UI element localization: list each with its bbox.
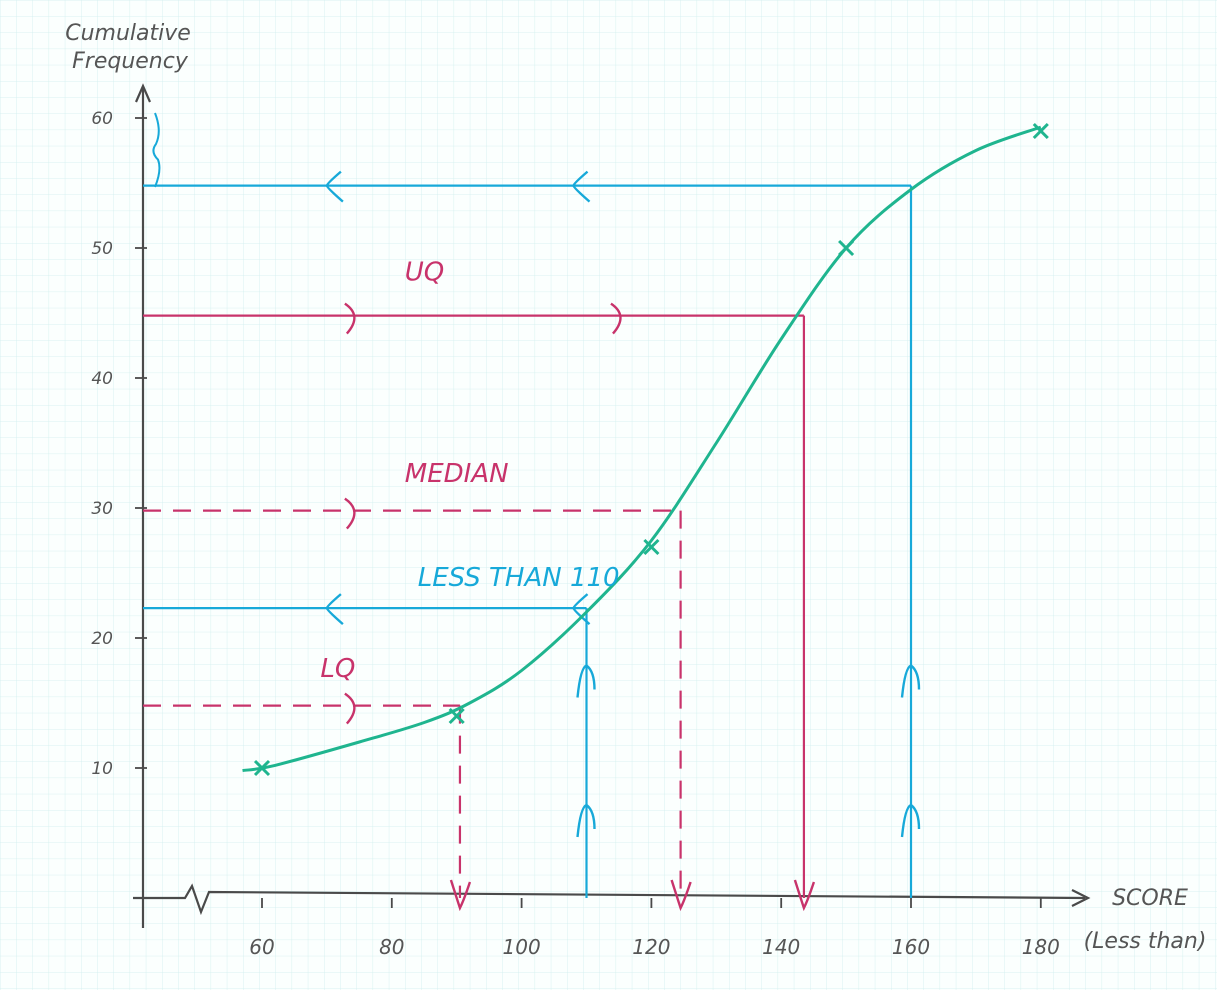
y-axis-title: Frequency (72, 49, 189, 74)
bracket-icon (152, 112, 161, 188)
x-axis-title: SCORE (1112, 886, 1188, 911)
arrow-left (325, 170, 344, 203)
data-point-cross (253, 759, 271, 777)
data-point-cross (643, 538, 660, 556)
x-axis-title: (Less than) (1084, 929, 1207, 954)
arrow-up (900, 664, 921, 698)
y-axis-arrowhead (134, 83, 152, 103)
x-tick-label: 180 (1022, 935, 1060, 959)
data-point (253, 759, 271, 777)
arrow-right (344, 302, 356, 335)
x-axis-arrowhead (1071, 889, 1091, 907)
data-point (838, 239, 855, 257)
x-tick-label: 120 (632, 935, 670, 959)
x-tick-label: 60 (249, 935, 274, 959)
arrow-right (344, 692, 356, 725)
data-point-cross (1032, 122, 1049, 140)
arrow-down (793, 879, 816, 912)
x-tick-label: 100 (503, 935, 541, 959)
arrow-right (610, 302, 622, 335)
y-tick-label: 40 (91, 369, 113, 389)
y-axis-title: Cumulative (65, 21, 191, 46)
x-tick-label: 160 (892, 935, 930, 959)
arrow-down (449, 879, 472, 912)
data-point (1032, 122, 1049, 140)
data-point (448, 707, 465, 725)
arrow-left (572, 170, 591, 203)
annotation-label-lq: LQ (320, 654, 355, 684)
x-tick-label: 140 (762, 935, 800, 959)
arrow-up (900, 803, 921, 838)
data-point (643, 538, 660, 556)
y-tick-label: 20 (91, 629, 113, 649)
data-point-cross (838, 239, 855, 257)
annotation-label-uq: UQ (405, 258, 445, 288)
arrow-down (670, 879, 692, 912)
data-point-cross (448, 707, 465, 725)
x-axis (133, 883, 1086, 916)
arrow-left (325, 593, 344, 626)
y-tick-label: 60 (91, 109, 113, 129)
x-tick-label: 80 (379, 935, 404, 959)
y-tick-label: 10 (91, 759, 113, 779)
annotation-label-less-than-110: LESS THAN 110 (418, 563, 620, 593)
arrow-up (576, 803, 596, 838)
arrow-right (344, 497, 356, 530)
annotation-label-median: MEDIAN (405, 459, 509, 489)
arrow-up (576, 664, 596, 698)
y-tick-label: 30 (91, 499, 113, 519)
y-tick-label: 50 (91, 239, 113, 259)
